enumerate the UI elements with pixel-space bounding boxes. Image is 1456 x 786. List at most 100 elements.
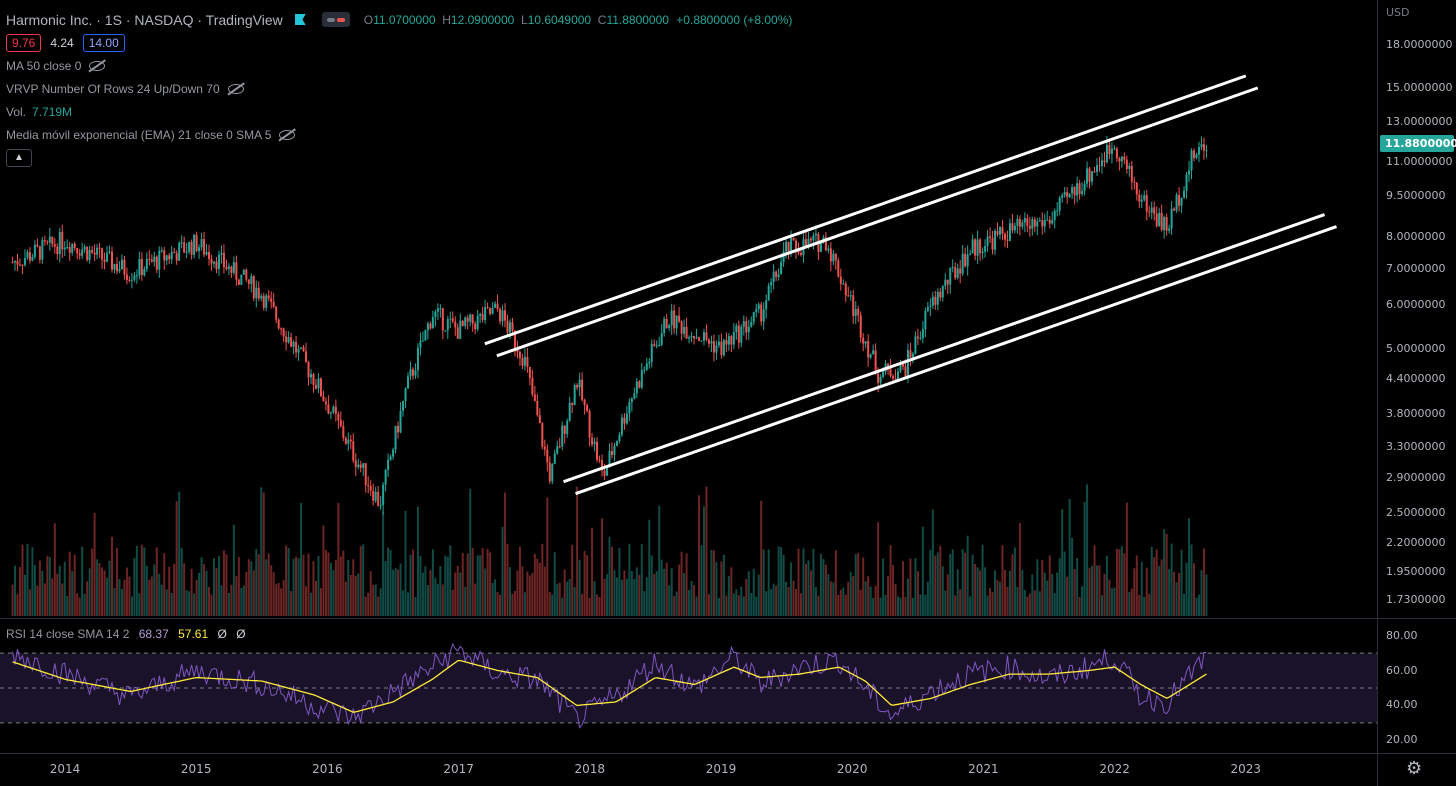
candle-body <box>130 279 133 281</box>
candle-body <box>1003 233 1006 240</box>
volume-bar <box>339 556 342 616</box>
candle-body <box>976 239 979 256</box>
volume-bar <box>344 581 347 616</box>
candle-body <box>949 267 952 285</box>
price-tick-label: 13.0000000 <box>1386 115 1453 129</box>
candle-body <box>1120 156 1123 162</box>
candle-body <box>1073 187 1076 196</box>
candle-body <box>573 384 576 405</box>
candle-body <box>581 379 584 400</box>
candle-body <box>576 384 579 388</box>
pane-divider[interactable] <box>0 618 1456 619</box>
volume-bar <box>471 547 474 616</box>
volume-bar <box>133 557 136 616</box>
volume-bar <box>904 597 907 616</box>
volume-bar <box>946 574 949 616</box>
volume-bar <box>707 594 710 616</box>
symbol-title[interactable]: Harmonic Inc. · 1S · NASDAQ · TradingVie… <box>6 11 283 28</box>
candle-body <box>939 291 942 298</box>
eye-hidden-icon[interactable] <box>279 129 296 140</box>
candle-body <box>760 304 763 322</box>
candle-body <box>837 260 840 277</box>
rsi-pane[interactable]: RSI 14 close SMA 14 2 68.37 57.61 Ø Ø <box>0 619 1377 753</box>
candle-body <box>800 253 803 255</box>
rsi-scale[interactable]: 80.00 60.00 40.00 20.00 <box>1377 619 1456 753</box>
candle-body <box>588 410 591 438</box>
volume-bar <box>760 500 763 616</box>
volume-bar <box>272 572 275 616</box>
candle-body <box>538 415 541 424</box>
candle-body <box>747 326 750 333</box>
volume-bar <box>168 566 171 616</box>
candle-body <box>750 321 753 327</box>
channel-upper-line[interactable] <box>496 86 1259 358</box>
candle-body <box>1066 192 1069 198</box>
market-status-pill[interactable] <box>321 12 350 27</box>
indicator-volume[interactable]: Vol. 7.719M <box>6 100 792 123</box>
volume-bar <box>658 505 661 616</box>
candle-body <box>1125 159 1128 169</box>
candle-body <box>1130 165 1133 182</box>
volume-bar <box>21 544 24 616</box>
candle-body <box>635 381 638 394</box>
indicator-ema[interactable]: Media móvil exponencial (EMA) 21 close 0… <box>6 123 792 146</box>
candle-body <box>145 258 148 270</box>
eye-hidden-icon[interactable] <box>89 60 106 71</box>
indicator-ma50[interactable]: MA 50 close 0 <box>6 54 792 77</box>
candle-body <box>717 341 720 346</box>
volume-bar <box>83 593 86 616</box>
price-tick-label: 7.0000000 <box>1386 261 1446 275</box>
volume-bar <box>596 594 599 616</box>
rsi-canvas[interactable] <box>0 619 1377 753</box>
flag-icon[interactable] <box>294 14 306 25</box>
gear-icon[interactable]: ⚙ <box>1406 758 1423 778</box>
candle-body <box>658 344 661 346</box>
volume-bar <box>1155 549 1158 616</box>
candle-body <box>1183 190 1186 198</box>
volume-bar <box>426 585 429 616</box>
sell-button[interactable]: 9.76 <box>6 33 42 52</box>
volume-bar <box>839 589 842 616</box>
volume-bar <box>591 527 594 616</box>
currency-selector[interactable]: USD <box>1386 6 1410 19</box>
price-chart-canvas[interactable] <box>0 0 1377 618</box>
candle-body <box>770 282 773 286</box>
price-scale[interactable]: USD 18.0000000 15.0000000 13.0000000 11.000… <box>1377 0 1456 618</box>
candle-body <box>536 400 539 416</box>
volume-bar <box>882 558 885 616</box>
channel-lower-line[interactable] <box>575 225 1338 496</box>
candle-body <box>1091 171 1094 182</box>
year-label: 2018 <box>574 762 606 776</box>
indicator-label: Media móvil exponencial (EMA) 21 close 0… <box>6 127 272 142</box>
volume-bar <box>1200 570 1203 616</box>
volume-bar <box>678 564 681 616</box>
volume-bar <box>1170 543 1173 616</box>
candle-body <box>1195 154 1198 158</box>
volume-bar <box>553 552 556 616</box>
collapse-legend-button[interactable]: ▲ <box>6 149 32 167</box>
indicator-vrvp[interactable]: VRVP Number Of Rows 24 Up/Down 70 <box>6 77 792 100</box>
volume-bar <box>56 573 59 616</box>
volume-bar <box>1011 554 1014 616</box>
candle-body <box>322 396 325 402</box>
channel-lower-line[interactable] <box>563 213 1326 484</box>
candle-body <box>307 361 310 378</box>
candle-body <box>528 366 531 378</box>
volume-bar <box>862 557 865 616</box>
candle-body <box>1188 170 1191 175</box>
volume-bar <box>892 564 895 616</box>
volume-bar <box>844 594 847 616</box>
candle-body <box>984 245 987 252</box>
volume-bar <box>459 572 462 616</box>
volume-bar <box>1073 569 1076 616</box>
price-chart-pane[interactable]: Harmonic Inc. · 1S · NASDAQ · TradingVie… <box>0 0 1377 618</box>
channel-upper-line[interactable] <box>484 74 1247 346</box>
candle-body <box>71 243 74 253</box>
buy-button[interactable]: 14.00 <box>82 33 125 52</box>
candle-body <box>727 336 730 345</box>
eye-hidden-icon[interactable] <box>227 83 244 94</box>
candle-body <box>150 259 153 262</box>
rsi-label[interactable]: RSI 14 close SMA 14 2 <box>6 627 130 641</box>
time-axis[interactable]: 2014 2015 2016 2017 2018 2019 2020 2021 2022 2023 <box>0 753 1377 786</box>
volume-bar <box>727 576 730 616</box>
